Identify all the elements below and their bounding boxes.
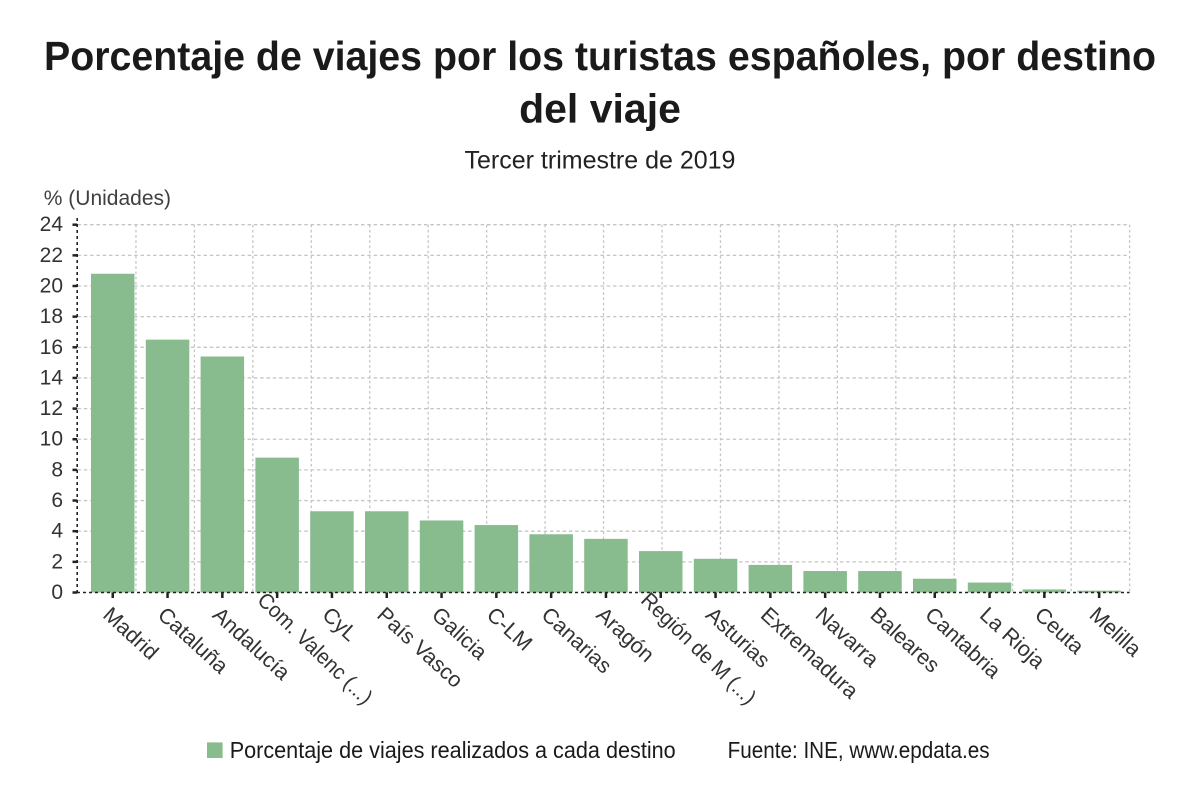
- svg-text:22: 22: [40, 244, 63, 267]
- svg-text:Porcentaje de viajes realizado: Porcentaje de viajes realizados a cada d…: [230, 737, 676, 763]
- svg-text:14: 14: [40, 366, 64, 389]
- svg-text:18: 18: [40, 305, 63, 328]
- svg-text:12: 12: [40, 397, 63, 420]
- svg-text:4: 4: [51, 520, 63, 543]
- svg-text:16: 16: [40, 336, 63, 359]
- svg-text:20: 20: [40, 274, 63, 297]
- svg-text:Porcentaje de viajes por los t: Porcentaje de viajes por los turistas es…: [44, 33, 1156, 79]
- svg-text:6: 6: [51, 489, 63, 512]
- svg-text:24: 24: [40, 213, 64, 236]
- svg-text:Fuente: INE, www.epdata.es: Fuente: INE, www.epdata.es: [728, 737, 990, 763]
- svg-text:del viaje: del viaje: [519, 86, 681, 132]
- svg-text:% (Unidades): % (Unidades): [44, 187, 171, 210]
- svg-text:10: 10: [40, 428, 63, 451]
- svg-text:Tercer trimestre de 2019: Tercer trimestre de 2019: [465, 147, 736, 175]
- svg-text:2: 2: [51, 550, 63, 573]
- svg-text:0: 0: [51, 581, 63, 604]
- svg-text:8: 8: [51, 458, 63, 481]
